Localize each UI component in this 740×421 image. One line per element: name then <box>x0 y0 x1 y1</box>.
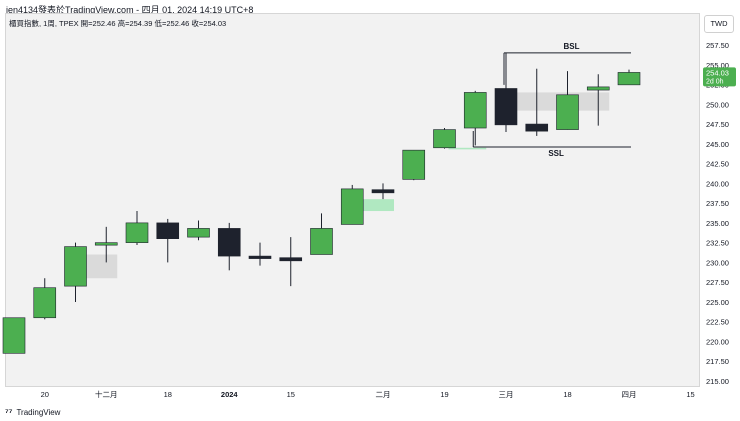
y-tick-label: 227.50 <box>706 278 729 287</box>
y-tick-label: 240.00 <box>706 179 729 188</box>
y-tick-label: 242.50 <box>706 160 729 169</box>
x-tick-label: 18 <box>563 390 571 399</box>
symbol-legend: 櫃買指數, 1周, TPEX 開=252.46 高=254.39 低=252.4… <box>9 19 227 28</box>
x-tick-label: 20 <box>41 390 49 399</box>
x-tick-label: 19 <box>440 390 448 399</box>
y-tick-label: 217.50 <box>706 357 729 366</box>
candle-body[interactable] <box>371 189 395 194</box>
y-tick-label: 230.00 <box>706 258 729 267</box>
y-tick-label: 215.00 <box>706 377 729 386</box>
x-tick-label: 二月 <box>376 390 391 399</box>
x-tick-label: 2024 <box>221 390 239 399</box>
candle-body[interactable] <box>494 88 518 126</box>
candle-body[interactable] <box>217 228 241 257</box>
zone-green-1 <box>356 199 394 212</box>
y-tick-label: 225.00 <box>706 298 729 307</box>
candle-body[interactable] <box>617 72 641 86</box>
x-tick-label: 15 <box>287 390 295 399</box>
y-tick-label: 237.50 <box>706 199 729 208</box>
y-tick-label: 247.50 <box>706 120 729 129</box>
footer-brand: ⁷⁷ TradingView <box>5 407 60 417</box>
candle-body[interactable] <box>310 228 333 255</box>
candle-body[interactable] <box>94 242 118 246</box>
tradingview-logo-icon: ⁷⁷ <box>5 407 13 417</box>
y-tick-label: 255.00 <box>706 61 729 70</box>
y-tick-label: 250.00 <box>706 100 729 109</box>
y-tick-label: 245.00 <box>706 140 729 149</box>
y-tick-label: 232.50 <box>706 239 729 248</box>
candle-body[interactable] <box>248 255 272 259</box>
ssl-label: SSL <box>548 149 564 158</box>
candle-body[interactable] <box>463 92 487 129</box>
zone-green-2 <box>448 147 487 150</box>
y-tick-label: 257.50 <box>706 41 729 50</box>
candle-body[interactable] <box>187 228 210 238</box>
candle-body[interactable] <box>2 317 26 354</box>
candle-body[interactable] <box>402 149 426 180</box>
y-tick-label: 235.00 <box>706 219 729 228</box>
x-tick-label: 四月 <box>622 390 637 399</box>
candle-body[interactable] <box>125 222 149 243</box>
x-tick-label: 三月 <box>499 390 514 399</box>
candle-body[interactable] <box>340 188 364 225</box>
y-tick-label: 222.50 <box>706 318 729 327</box>
candle-body[interactable] <box>586 86 610 91</box>
zone-grey-0 <box>79 254 118 279</box>
y-tick-label: 220.00 <box>706 337 729 346</box>
current-price-countdown: 2d 0h <box>706 78 724 85</box>
candle-body[interactable] <box>433 129 456 149</box>
candle-body[interactable] <box>64 246 87 287</box>
x-tick-label: 十二月 <box>95 389 118 399</box>
candle-body[interactable] <box>525 123 549 132</box>
brand-label: TradingView <box>16 407 61 417</box>
candle-body[interactable] <box>556 94 579 130</box>
bsl-label: BSL <box>564 42 580 51</box>
current-price-badge <box>703 67 736 87</box>
candle-body[interactable] <box>156 222 180 239</box>
currency-button[interactable]: TWD <box>704 15 734 33</box>
chart-header-title: jen4134發表於TradingView.com - 四月 01, 2024 … <box>6 5 254 15</box>
candle-body[interactable] <box>279 257 303 262</box>
candle-body[interactable] <box>33 287 57 319</box>
x-tick-label: 15 <box>686 390 694 399</box>
x-tick-label: 18 <box>164 390 172 399</box>
current-price-value: 254.03 <box>706 68 729 77</box>
